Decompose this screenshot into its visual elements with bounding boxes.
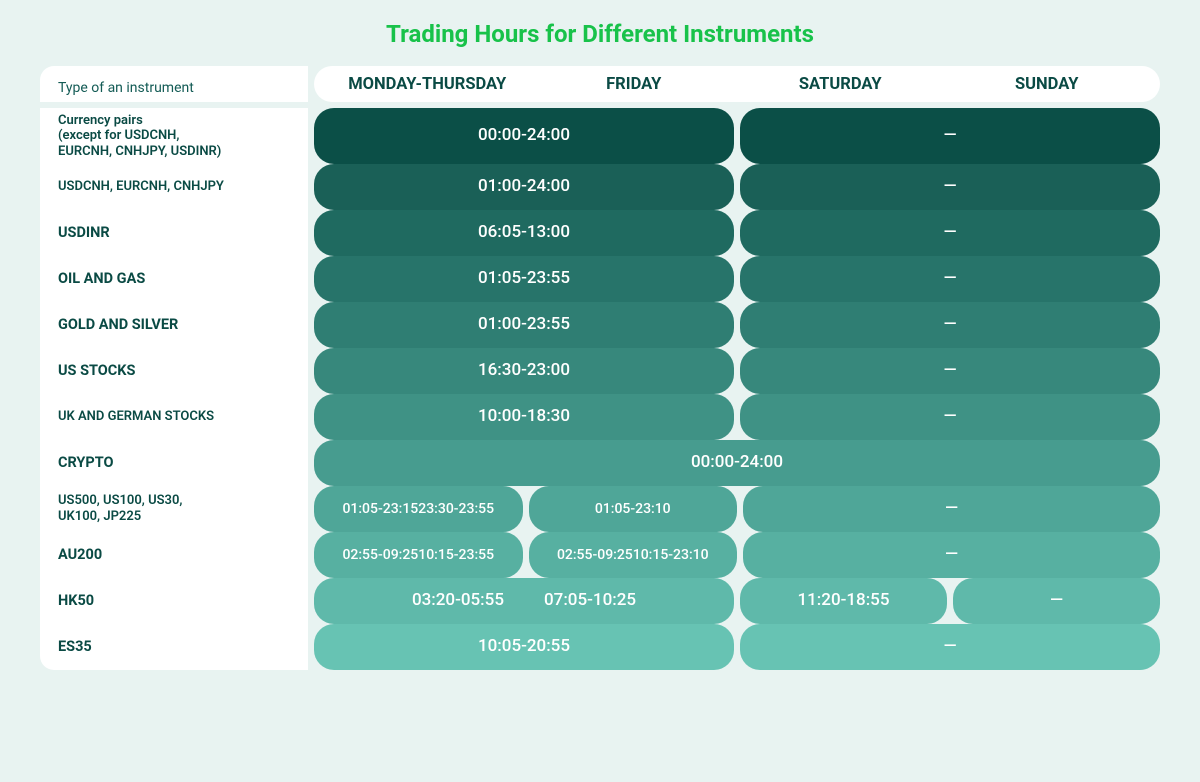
row-data: 10:00-18:30— (314, 394, 1160, 440)
hours-segment: 07:05-10:25 (544, 591, 636, 611)
row-data: 16:30-23:00— (314, 348, 1160, 394)
hours-pill: 11:20-18:55 (740, 578, 947, 624)
row-data: 01:05-23:55— (314, 256, 1160, 302)
hours-pill: 01:00-24:00 (314, 164, 734, 210)
table-row: USDINR06:05-13:00— (40, 210, 1160, 256)
hours-pill: 01:00-23:55 (314, 302, 734, 348)
col-fri: FRIDAY (531, 75, 738, 94)
table-row: US STOCKS16:30-23:00— (40, 348, 1160, 394)
row-label: AU200 (40, 532, 308, 578)
hours-pill: — (740, 108, 1160, 164)
row-label: USDINR (40, 210, 308, 256)
table-header-row: Type of an instrument MONDAY-THURSDAY FR… (40, 66, 1160, 102)
hours-pill: 01:05-23:55 (314, 256, 734, 302)
row-label: Currency pairs(except for USDCNH,EURCNH,… (40, 108, 308, 164)
col-mon-thu: MONDAY-THURSDAY (324, 75, 531, 94)
row-label: CRYPTO (40, 440, 308, 486)
row-label: UK AND GERMAN STOCKS (40, 394, 308, 440)
trading-hours-table: Type of an instrument MONDAY-THURSDAY FR… (40, 66, 1160, 670)
hours-pill: — (740, 624, 1160, 670)
page-title: Trading Hours for Different Instruments (40, 20, 1160, 48)
header-label-cell: Type of an instrument (40, 66, 308, 102)
hours-pill: 02:55-09:2510:15-23:55 (314, 532, 523, 578)
row-data: 02:55-09:2510:15-23:5502:55-09:2510:15-2… (314, 532, 1160, 578)
row-data: 01:00-23:55— (314, 302, 1160, 348)
header-days: MONDAY-THURSDAY FRIDAY SATURDAY SUNDAY (314, 66, 1160, 102)
table-row: CRYPTO00:00-24:00 (40, 440, 1160, 486)
hours-pill: 00:00-24:00 (314, 440, 1160, 486)
row-label: HK50 (40, 578, 308, 624)
row-data: 01:00-24:00— (314, 164, 1160, 210)
row-label: OIL AND GAS (40, 256, 308, 302)
row-data: 06:05-13:00— (314, 210, 1160, 256)
hours-pill: — (740, 256, 1160, 302)
hours-pill: — (740, 394, 1160, 440)
hours-pill: — (740, 348, 1160, 394)
hours-pill: — (740, 210, 1160, 256)
hours-pill: 03:20-05:55 07:05-10:25 (314, 578, 734, 624)
hours-pill: 06:05-13:00 (314, 210, 734, 256)
hours-pill: 00:00-24:00 (314, 108, 734, 164)
row-label: US500, US100, US30,UK100, JP225 (40, 486, 308, 532)
row-data: 00:00-24:00— (314, 108, 1160, 164)
table-row: AU20002:55-09:2510:15-23:5502:55-09:2510… (40, 532, 1160, 578)
table-row: UK AND GERMAN STOCKS10:00-18:30— (40, 394, 1160, 440)
header-label-text: Type of an instrument (58, 80, 194, 96)
hours-pill: — (743, 486, 1160, 532)
hours-pill: 10:05-20:55 (314, 624, 734, 670)
hours-pill: — (743, 532, 1160, 578)
table-row: Currency pairs(except for USDCNH,EURCNH,… (40, 108, 1160, 164)
hours-pill: 01:05-23:1523:30-23:55 (314, 486, 523, 532)
table-row: OIL AND GAS01:05-23:55— (40, 256, 1160, 302)
table-row: GOLD AND SILVER01:00-23:55— (40, 302, 1160, 348)
row-data: 01:05-23:1523:30-23:5501:05-23:10— (314, 486, 1160, 532)
hours-pill: 10:00-18:30 (314, 394, 734, 440)
row-label: GOLD AND SILVER (40, 302, 308, 348)
hours-pill: 16:30-23:00 (314, 348, 734, 394)
row-data: 00:00-24:00 (314, 440, 1160, 486)
col-sat: SATURDAY (737, 75, 944, 94)
hours-pill: — (740, 164, 1160, 210)
row-data: 03:20-05:55 07:05-10:25 11:20-18:55— (314, 578, 1160, 624)
hours-pill: — (740, 302, 1160, 348)
row-label: USDCNH, EURCNH, CNHJPY (40, 164, 308, 210)
row-label: ES35 (40, 624, 308, 670)
table-row: US500, US100, US30,UK100, JP22501:05-23:… (40, 486, 1160, 532)
hours-pill: — (953, 578, 1160, 624)
table-row: USDCNH, EURCNH, CNHJPY01:00-24:00— (40, 164, 1160, 210)
row-data: 10:05-20:55— (314, 624, 1160, 670)
hours-pill: 02:55-09:2510:15-23:10 (529, 532, 738, 578)
row-label: US STOCKS (40, 348, 308, 394)
table-row: ES3510:05-20:55— (40, 624, 1160, 670)
col-sun: SUNDAY (944, 75, 1151, 94)
table-row: HK50 03:20-05:55 07:05-10:25 11:20-18:55— (40, 578, 1160, 624)
hours-pill: 01:05-23:10 (529, 486, 738, 532)
hours-segment: 03:20-05:55 (412, 591, 504, 611)
